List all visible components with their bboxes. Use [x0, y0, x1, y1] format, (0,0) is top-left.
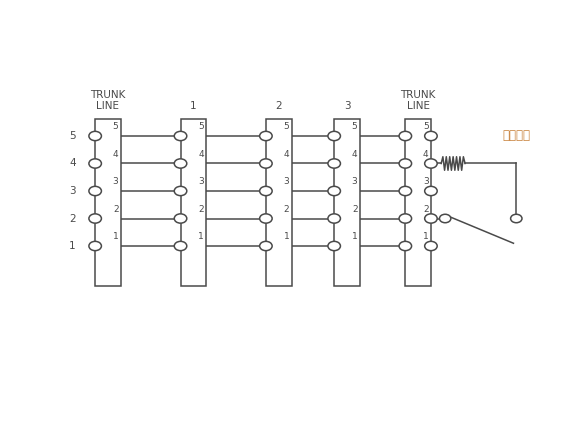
- Text: 1: 1: [423, 232, 429, 241]
- Circle shape: [174, 186, 187, 196]
- Circle shape: [328, 159, 340, 168]
- Circle shape: [399, 159, 412, 168]
- Text: 4: 4: [69, 159, 76, 169]
- Text: 4: 4: [283, 150, 289, 159]
- Circle shape: [399, 186, 412, 196]
- Text: 2: 2: [198, 205, 204, 214]
- Text: 3: 3: [113, 177, 118, 186]
- Text: 1: 1: [283, 232, 289, 241]
- Text: 1: 1: [198, 232, 204, 241]
- Text: 1: 1: [352, 232, 357, 241]
- Circle shape: [89, 159, 101, 168]
- Circle shape: [259, 186, 272, 196]
- Text: 2: 2: [352, 205, 357, 214]
- Text: 5: 5: [113, 122, 118, 131]
- Circle shape: [424, 214, 437, 223]
- Text: 2: 2: [283, 205, 289, 214]
- Circle shape: [89, 132, 101, 141]
- Circle shape: [399, 214, 412, 223]
- Circle shape: [174, 214, 187, 223]
- Text: TRUNK
LINE: TRUNK LINE: [90, 90, 126, 111]
- Circle shape: [328, 214, 340, 223]
- Circle shape: [174, 241, 187, 251]
- Text: 3: 3: [343, 101, 350, 111]
- Circle shape: [259, 132, 272, 141]
- Text: 2: 2: [423, 205, 429, 214]
- Circle shape: [440, 214, 451, 223]
- Circle shape: [89, 214, 101, 223]
- Bar: [405, 119, 431, 286]
- Text: 5: 5: [352, 122, 357, 131]
- Text: 3: 3: [69, 186, 76, 196]
- Bar: [334, 119, 360, 286]
- Circle shape: [424, 132, 437, 141]
- Text: 2: 2: [275, 101, 282, 111]
- Circle shape: [89, 241, 101, 251]
- Circle shape: [511, 214, 522, 223]
- Circle shape: [259, 159, 272, 168]
- Text: 2: 2: [113, 205, 118, 214]
- Circle shape: [259, 241, 272, 251]
- Circle shape: [399, 241, 412, 251]
- Text: 4: 4: [423, 150, 429, 159]
- Bar: [181, 119, 206, 286]
- Circle shape: [259, 214, 272, 223]
- Text: 5: 5: [69, 131, 76, 141]
- Text: 3: 3: [283, 177, 289, 186]
- Text: 5: 5: [283, 122, 289, 131]
- Circle shape: [328, 241, 340, 251]
- Bar: [95, 119, 121, 286]
- Text: 3: 3: [423, 177, 429, 186]
- Text: 終端抗抗: 終端抗抗: [502, 129, 530, 142]
- Text: 4: 4: [113, 150, 118, 159]
- Circle shape: [174, 132, 187, 141]
- Text: 1: 1: [190, 101, 196, 111]
- Circle shape: [328, 186, 340, 196]
- Text: 5: 5: [198, 122, 204, 131]
- Text: 4: 4: [352, 150, 357, 159]
- Text: 1: 1: [113, 232, 118, 241]
- Circle shape: [424, 186, 437, 196]
- Text: 4: 4: [198, 150, 204, 159]
- Text: 3: 3: [352, 177, 357, 186]
- Text: 5: 5: [423, 122, 429, 131]
- Bar: [266, 119, 292, 286]
- Circle shape: [174, 159, 187, 168]
- Circle shape: [399, 132, 412, 141]
- Text: 2: 2: [69, 214, 76, 223]
- Circle shape: [89, 186, 101, 196]
- Circle shape: [328, 132, 340, 141]
- Circle shape: [424, 159, 437, 168]
- Text: TRUNK
LINE: TRUNK LINE: [401, 90, 436, 111]
- Text: 3: 3: [198, 177, 204, 186]
- Text: 1: 1: [69, 241, 76, 251]
- Circle shape: [424, 241, 437, 251]
